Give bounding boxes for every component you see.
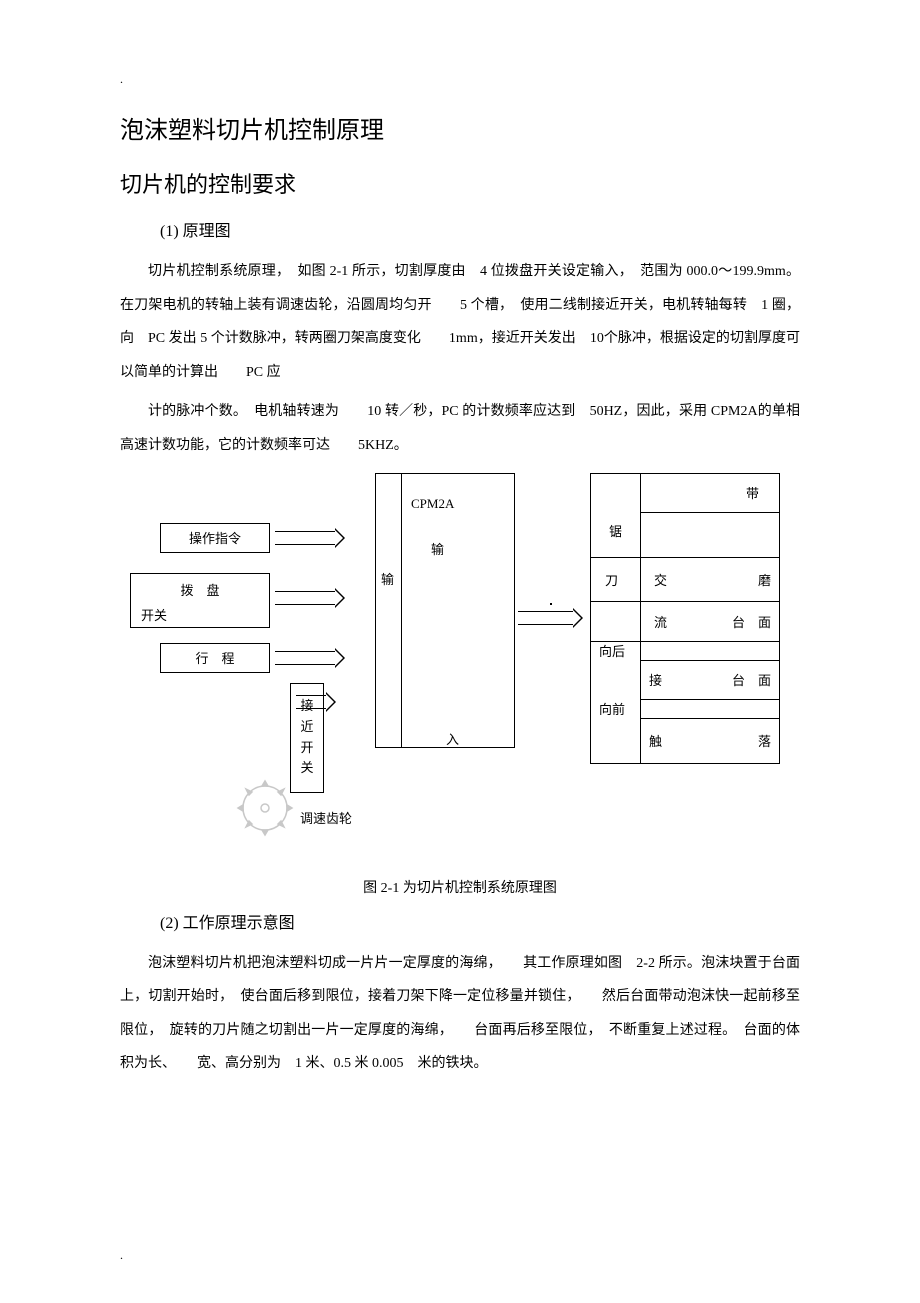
row2-l: 向后 [599, 641, 625, 660]
row1-r2: 台 面 [732, 612, 771, 631]
right-grid: 刀 交 磨 流 台 面 向后 接 台 面 向前 触 落 [590, 513, 780, 764]
prox-4: 关 [300, 758, 313, 779]
section1-para1: 切片机控制系统原理， 如图 2-1 所示，切割厚度由 4 位拨盘开关设定输入， … [120, 255, 800, 389]
section2-heading: (2) 工作原理示意图 [160, 909, 800, 933]
arrow-output [518, 611, 573, 625]
box-travel-label: 行 程 [195, 648, 234, 667]
box-dial-label1: 拨 盘 [141, 580, 259, 599]
gear-label: 调速齿轮 [300, 808, 352, 827]
cpm2a-in-bottom: 入 [446, 729, 459, 748]
box-dial-switch: 拨 盘 开关 [130, 573, 270, 628]
figure-caption: 图 2-1 为切片机控制系统原理图 [120, 877, 800, 897]
row5-r2: 落 [758, 731, 771, 750]
prox-2: 近 [300, 717, 313, 738]
row1-r1: 流 [654, 612, 667, 631]
arrow-cmd [275, 531, 335, 545]
row0-r2: 磨 [758, 570, 771, 589]
section1-heading: (1) 原理图 [160, 217, 800, 241]
box-operate-cmd-label: 操作指令 [189, 528, 241, 547]
arrow-prox [296, 695, 326, 709]
doc-subtitle: 切片机的控制要求 [120, 167, 800, 199]
right-header-right-label: 带 [746, 483, 759, 502]
figure-2-1-diagram: 操作指令 拨 盘 开关 行 程 接 近 开 关 [120, 473, 800, 853]
section2-para1: 泡沫塑料切片机把泡沫塑料切成一片片一定厚度的海绵， 其工作原理如图 2-2 所示… [120, 947, 800, 1081]
row5-r1: 触 [649, 731, 662, 750]
right-header-right: 带 [640, 473, 780, 513]
cpm2a-in-side: 输 [381, 569, 394, 588]
row0-l: 刀 [605, 570, 618, 589]
prox-3: 开 [300, 738, 313, 759]
row0-r1: 交 [654, 570, 667, 589]
margin-dot-top: . [120, 72, 123, 87]
box-travel: 行 程 [160, 643, 270, 673]
gear-icon [230, 773, 300, 843]
row3-r2: 台 面 [732, 670, 771, 689]
arrow-dial [275, 591, 335, 605]
section1-para2: 计的脉冲个数。 电机轴转速为 10 转／秒，PC 的计数频率应达到 50HZ，因… [120, 395, 800, 462]
box-dial-label2: 开关 [141, 605, 259, 624]
box-cpm2a: CPM2A 输 输 入 [375, 473, 515, 748]
box-operate-cmd: 操作指令 [160, 523, 270, 553]
row4-l: 向前 [599, 699, 625, 718]
row3-r1: 接 [649, 670, 662, 689]
cpm2a-out: 输 [431, 539, 444, 558]
cpm2a-label: CPM2A [411, 496, 454, 512]
margin-dot-bottom: . [120, 1248, 123, 1263]
doc-title: 泡沫塑料切片机控制原理 [120, 110, 800, 145]
arrow-travel [275, 651, 335, 665]
